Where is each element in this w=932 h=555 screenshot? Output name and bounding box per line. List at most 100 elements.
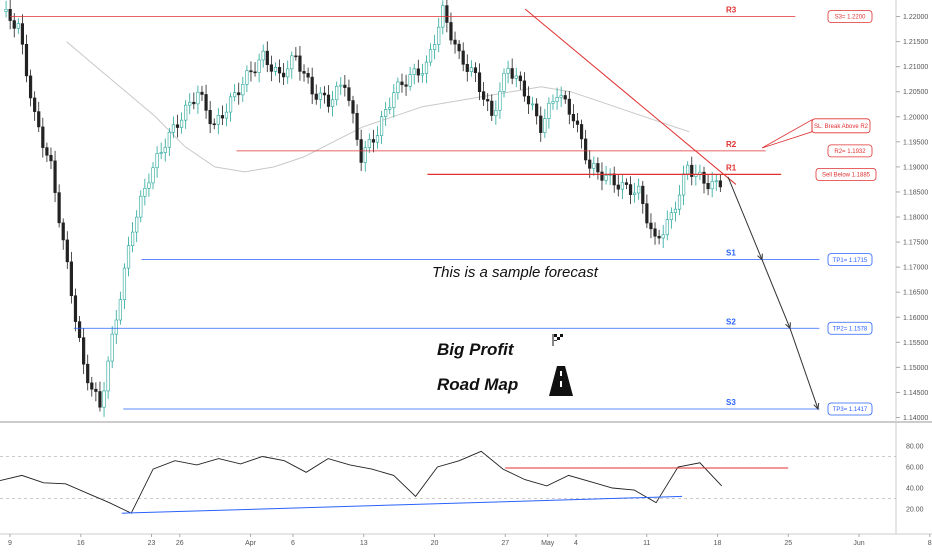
- candle-body: [673, 208, 678, 213]
- candle-body: [241, 84, 245, 96]
- rsi-support-trendline: [121, 495, 683, 514]
- candle-body: [261, 50, 265, 61]
- date-tick-label: 18: [714, 540, 722, 547]
- candle-body: [510, 68, 514, 79]
- candle-body: [82, 337, 86, 365]
- level-label-r1: R1: [726, 163, 737, 172]
- candle-body: [620, 182, 624, 190]
- price-tick-label: 1.17000: [903, 265, 928, 272]
- stop-loss-text: SL: Break Above R2: [814, 124, 869, 130]
- price-tick-label: 1.21500: [903, 39, 928, 46]
- date-tick-label: 20: [431, 540, 439, 547]
- candle-body: [257, 59, 261, 73]
- price-tick-label: 1.22000: [903, 14, 928, 21]
- candle-body: [57, 192, 61, 224]
- forecast-path-segment: [789, 328, 819, 410]
- candle-body: [506, 68, 510, 74]
- level-box-text-s1: TP1= 1.1715: [833, 258, 868, 264]
- level-box-text-r2: R2= 1.1932: [834, 149, 866, 155]
- candle-body: [61, 222, 65, 241]
- forecast-path-segment: [761, 259, 791, 329]
- candle-body: [514, 75, 518, 79]
- candle-body: [681, 173, 686, 196]
- candle-body: [686, 164, 690, 175]
- candle-body: [584, 138, 588, 161]
- candle-body: [396, 81, 400, 93]
- date-tick-label: 26: [176, 540, 184, 547]
- candle-body: [526, 95, 531, 105]
- candle-body: [330, 99, 335, 107]
- candle-body: [326, 94, 331, 107]
- candle-body: [273, 67, 278, 72]
- candle-body: [131, 231, 135, 246]
- rsi-tick-label: 60.00: [906, 465, 924, 472]
- candle-body: [465, 64, 469, 72]
- candle-body: [65, 239, 69, 263]
- candle-body: [8, 9, 12, 21]
- level-box-r3: [827, 10, 873, 23]
- candle-body: [171, 124, 176, 133]
- candle-body: [384, 108, 388, 117]
- candle-body: [314, 93, 318, 100]
- candle-body: [310, 76, 314, 95]
- candle-body: [355, 113, 359, 140]
- candle-body: [86, 363, 90, 384]
- candle-body: [453, 39, 457, 45]
- level-label-r2: R2: [726, 140, 737, 149]
- level-box-text-r1: Sell Below 1.1885: [822, 173, 871, 179]
- price-tick-label: 1.21000: [903, 64, 928, 71]
- candle-body: [306, 73, 310, 78]
- candle-body: [167, 131, 171, 148]
- candle-body: [212, 123, 216, 126]
- candle-body: [579, 124, 584, 140]
- candle-body: [90, 382, 94, 390]
- candle-body: [41, 126, 45, 148]
- candle-body: [408, 74, 412, 87]
- candle-body: [592, 163, 596, 169]
- candle-body: [633, 192, 637, 195]
- candle-body: [600, 171, 604, 181]
- candle-body: [535, 103, 539, 117]
- candle-body: [118, 299, 122, 321]
- candle-body: [604, 174, 608, 181]
- candle-body: [16, 23, 20, 29]
- level-box-text-s2: TP2= 1.1578: [833, 326, 868, 332]
- candle-body: [12, 20, 16, 29]
- date-tick-label: 25: [784, 540, 792, 547]
- candle-body: [571, 113, 575, 122]
- candle-body: [661, 234, 665, 239]
- candle-body: [469, 67, 473, 72]
- price-pane: [0, 0, 896, 422]
- date-tick-label: 27: [501, 540, 509, 547]
- candle-body: [518, 75, 522, 82]
- candle-body: [322, 92, 327, 96]
- candle-body: [433, 44, 437, 50]
- candle-body: [245, 70, 249, 85]
- level-label-s2: S2: [726, 317, 736, 326]
- candle-body: [216, 115, 220, 125]
- candle-body: [363, 147, 367, 163]
- candle-body: [155, 153, 159, 169]
- candle-body: [139, 195, 143, 218]
- candle-body: [277, 67, 282, 74]
- candle-body: [102, 390, 106, 408]
- candle-body: [282, 72, 286, 78]
- candle-body: [200, 91, 204, 95]
- candle-body: [677, 194, 682, 210]
- candle-body: [135, 216, 139, 233]
- level-label-r3: R3: [726, 6, 737, 15]
- candle-body: [559, 95, 563, 98]
- candle-body: [188, 101, 192, 106]
- forecast-path-segment: [727, 176, 763, 260]
- candle-body: [628, 184, 633, 195]
- candle-body: [208, 110, 212, 125]
- candle-body: [126, 245, 131, 269]
- candle-body: [269, 64, 273, 72]
- candle-body: [110, 333, 114, 362]
- candle-body: [588, 159, 592, 169]
- price-tick-label: 1.16000: [903, 315, 928, 322]
- candle-body: [339, 84, 343, 87]
- candle-body: [449, 22, 453, 41]
- level-box-text-s3: TP3= 1.1417: [833, 407, 868, 413]
